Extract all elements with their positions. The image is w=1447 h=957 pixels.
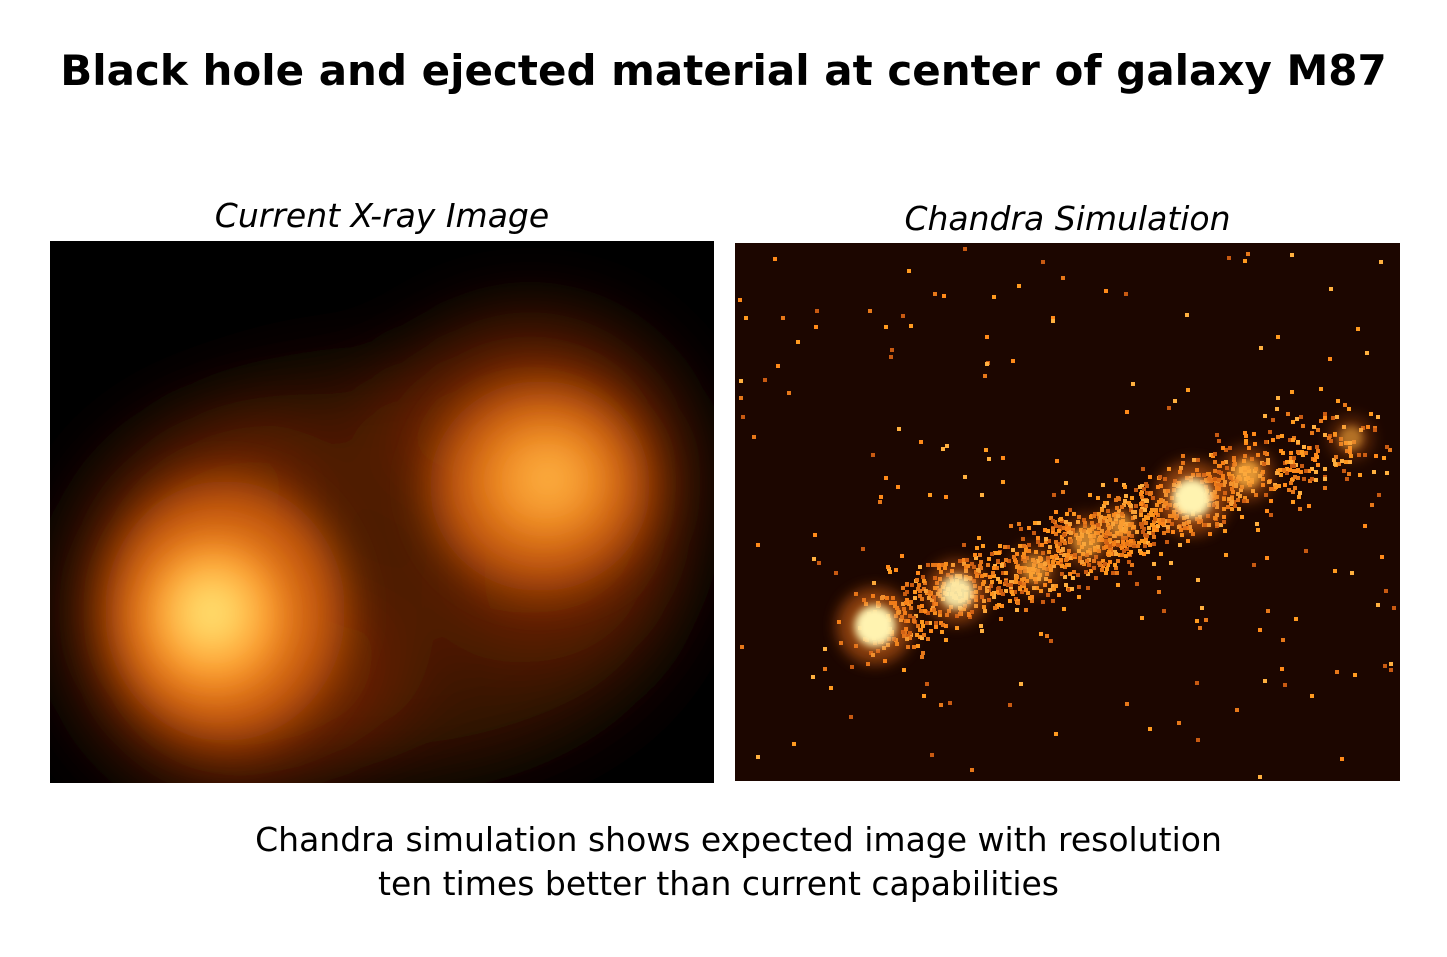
- caption-line-2: ten times better than current capabiliti…: [378, 864, 1059, 903]
- page-title: Black hole and ejected material at cente…: [60, 46, 1387, 95]
- current-xray-image: [50, 241, 714, 783]
- current-xray-label: Current X-ray Image: [214, 196, 550, 235]
- chandra-simulation-label: Chandra Simulation: [904, 199, 1231, 238]
- chandra-simulation-image: [735, 243, 1400, 781]
- caption-line-1: Chandra simulation shows expected image …: [255, 820, 1222, 859]
